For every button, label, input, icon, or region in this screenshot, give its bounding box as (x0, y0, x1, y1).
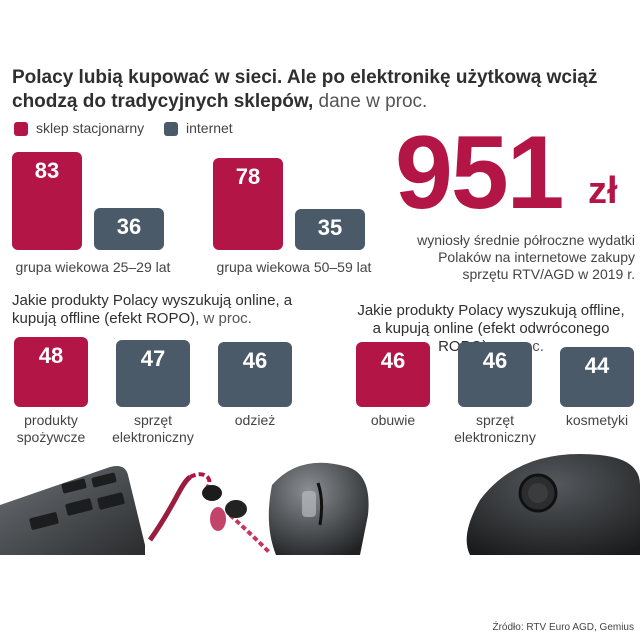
bar-0 (14, 337, 88, 407)
legend-swatch-internet (164, 122, 178, 136)
source-note: Źródło: RTV Euro AGD, Gemius (492, 622, 634, 633)
keyboard-image (0, 466, 145, 555)
mouse-image (268, 462, 369, 555)
value-label: 48 (38, 343, 64, 368)
legend-label-store: sklep stacjonarny (36, 120, 145, 136)
bar-store-1 (213, 157, 283, 250)
section-right-text: Jakie produkty Polacy wyszukują offline,… (357, 302, 625, 355)
bar-1 (116, 339, 190, 407)
category-label: odzież (234, 412, 276, 428)
bar-internet-1 (295, 208, 365, 250)
title-unit: dane w proc. (313, 91, 428, 112)
section-left-unit: w proc. (199, 310, 252, 327)
bar-store-0 (12, 152, 82, 250)
title-main: Polacy lubią kupować w sieci. Ale po ele… (12, 67, 598, 112)
bar-internet-0 (94, 207, 164, 250)
bar-2 (218, 342, 292, 407)
value-label: 46 (242, 348, 268, 373)
category-label: kosmetyki (565, 412, 629, 428)
category-label: grupa wiekowa 50–59 lat (216, 259, 372, 275)
bar-2 (560, 347, 634, 407)
value-label: 47 (140, 345, 166, 371)
chart-title: Polacy lubią kupować w sieci. Ale po ele… (12, 66, 622, 114)
value-label: 36 (116, 213, 142, 239)
value-label: 78 (235, 163, 261, 189)
value-label: 83 (34, 158, 60, 184)
category-label: grupa wiekowa 25–29 lat (15, 259, 171, 275)
value-label: 46 (482, 348, 508, 373)
category-label: sprzęt elektroniczny (112, 412, 194, 445)
legend-swatch-store (14, 122, 28, 136)
highlight-number: 951 (395, 115, 565, 231)
legend-label-internet: internet (186, 120, 233, 136)
value-label: 46 (380, 348, 406, 373)
gamepad-image (466, 453, 640, 555)
section-left-text: Jakie produkty Polacy wyszukują online, … (12, 292, 293, 327)
value-label: 35 (317, 214, 343, 240)
bar-1 (458, 342, 532, 407)
category-label: sprzęt elektroniczny (454, 412, 536, 445)
earphones-image (147, 472, 272, 555)
highlight-unit: zł (588, 170, 618, 212)
category-label: produkty spożywcze (16, 412, 86, 445)
value-label: 44 (584, 353, 610, 378)
electronics-photo (0, 453, 640, 555)
category-label: obuwie (370, 412, 416, 428)
bar-0 (356, 342, 430, 407)
section-left-title: Jakie produkty Polacy wyszukują online, … (12, 292, 312, 328)
section-right-title: Jakie produkty Polacy wyszukują offline,… (356, 302, 626, 356)
highlight-caption: wyniosły średnie półroczne wydatki Polak… (417, 232, 635, 282)
